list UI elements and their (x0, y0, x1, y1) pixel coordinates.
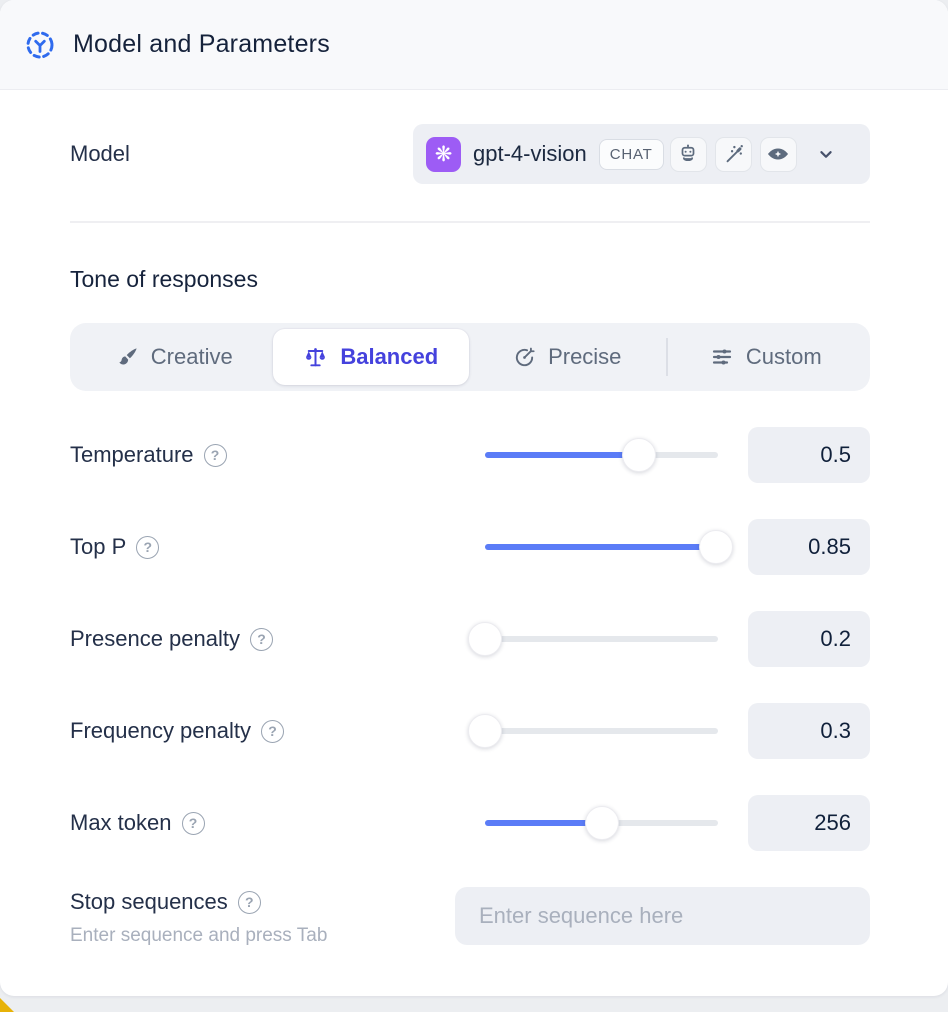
tone-option-label: Precise (548, 344, 622, 369)
tone-option-label: Custom (745, 344, 822, 369)
tone-option-precise[interactable]: Precise (469, 329, 666, 385)
selected-model-name: gpt-4-vision (473, 141, 587, 166)
parameter-row-max-token: Max token ? 256 (70, 795, 870, 851)
model-label: Model (70, 141, 130, 166)
model-row: Model ❋ gpt-4-vision CHAT (70, 124, 870, 184)
parameter-row-top-p: Top P ? 0.85 (70, 519, 870, 575)
openai-logo-icon: ❋ (426, 136, 461, 172)
parameter-row-temperature: Temperature ? 0.5 (70, 427, 870, 483)
sliders-icon (712, 349, 731, 365)
robot-icon (669, 136, 707, 172)
frequency-penalty-slider[interactable] (468, 714, 718, 748)
stop-sequences-row: Stop sequences ? Enter sequence and pres… (70, 887, 870, 947)
tone-segmented-control: Creative Balanced (70, 323, 870, 391)
help-icon[interactable]: ? (261, 719, 284, 743)
help-icon[interactable]: ? (181, 811, 205, 835)
scales-icon (306, 347, 326, 366)
max-token-value[interactable]: 256 (748, 795, 870, 851)
slider-thumb[interactable] (621, 438, 656, 472)
parameter-row-frequency-penalty: Frequency penalty ? 0.3 (70, 703, 870, 759)
parameter-label: Max token (70, 810, 172, 835)
slider-thumb[interactable] (468, 622, 502, 656)
stop-sequence-input[interactable] (455, 887, 870, 945)
section-divider (70, 221, 870, 223)
tone-heading: Tone of responses (70, 266, 258, 292)
background-peek-accent (0, 998, 14, 1012)
top-p-value[interactable]: 0.85 (748, 519, 870, 575)
help-icon[interactable]: ? (237, 890, 261, 914)
vision-eye-icon (759, 136, 797, 172)
model-type-badge: CHAT (598, 138, 664, 170)
help-icon[interactable]: ? (203, 443, 227, 467)
slider-thumb[interactable] (584, 806, 619, 840)
top-p-slider[interactable] (485, 530, 733, 564)
parameter-row-presence-penalty: Presence penalty ? 0.2 (70, 611, 870, 667)
stop-sequences-label: Stop sequences (70, 889, 228, 914)
model-select-dropdown[interactable]: ❋ gpt-4-vision CHAT (413, 124, 870, 184)
segment-divider (665, 338, 668, 376)
presence-penalty-value[interactable]: 0.2 (748, 611, 870, 667)
chevron-down-icon (815, 143, 837, 165)
parameter-label: Presence penalty (70, 626, 240, 651)
parameter-label: Top P (70, 534, 127, 559)
parameter-label: Frequency penalty (70, 718, 251, 743)
presence-penalty-slider[interactable] (468, 622, 718, 656)
tone-option-custom[interactable]: Custom (668, 329, 865, 385)
tone-option-label: Creative (150, 344, 233, 369)
stop-sequences-helper: Enter sequence and press Tab (70, 925, 328, 946)
help-icon[interactable]: ? (136, 535, 160, 559)
panel-title: Model and Parameters (73, 30, 330, 58)
slider-thumb[interactable] (698, 530, 733, 564)
help-icon[interactable]: ? (250, 627, 273, 651)
tone-option-balanced[interactable]: Balanced (272, 329, 469, 385)
slider-thumb[interactable] (468, 714, 502, 748)
frequency-penalty-value[interactable]: 0.3 (748, 703, 870, 759)
tone-option-creative[interactable]: Creative (76, 329, 273, 385)
magic-wand-icon (714, 136, 752, 172)
parameter-label: Temperature (70, 442, 194, 467)
ai-model-icon (24, 29, 56, 61)
tone-option-label: Balanced (340, 344, 439, 369)
target-icon (516, 347, 535, 366)
temperature-slider[interactable] (485, 438, 718, 472)
max-token-slider[interactable] (485, 806, 718, 840)
temperature-value[interactable]: 0.5 (748, 427, 870, 483)
panel-header: Model and Parameters (0, 0, 948, 90)
paintbrush-icon (119, 347, 137, 365)
